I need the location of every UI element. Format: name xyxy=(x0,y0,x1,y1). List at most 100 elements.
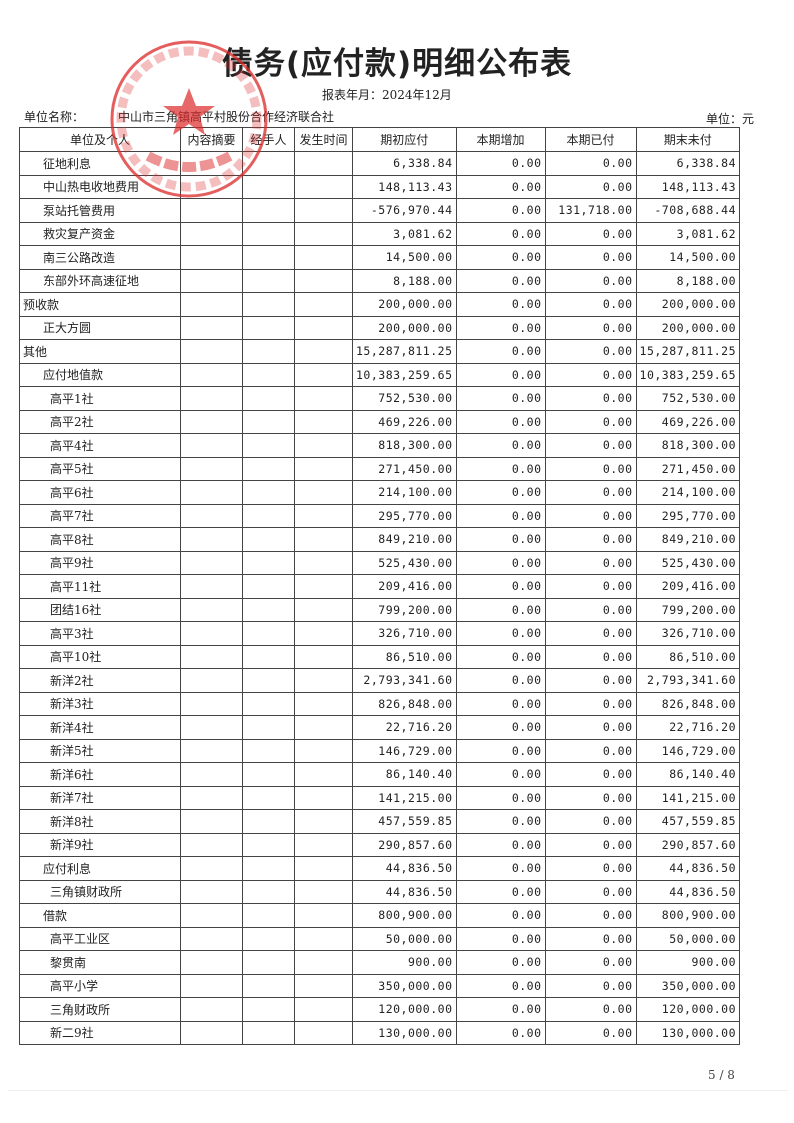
table-row: 高平1社 752,530.00 0.00 0.00 752,530.00 xyxy=(19,386,741,411)
empty-cell xyxy=(294,997,353,1022)
empty-cell xyxy=(294,503,353,528)
period-paid-cell: 0.00 xyxy=(544,1020,637,1045)
closing-unpaid-cell: 50,000.00 xyxy=(635,926,741,951)
empty-cell xyxy=(242,315,295,340)
empty-cell xyxy=(242,879,295,904)
period-increase-cell: 0.00 xyxy=(455,198,546,223)
opening-payable-cell: 10,383,259.65 xyxy=(352,362,457,387)
column-header: 本期已付 xyxy=(544,127,637,152)
empty-cell xyxy=(294,574,353,599)
closing-unpaid-cell: 290,857.60 xyxy=(635,832,741,857)
row-name: 新洋7社 xyxy=(19,785,181,810)
table-row: 黎贯南 900.00 0.00 0.00 900.00 xyxy=(19,950,741,975)
period-paid-cell: 0.00 xyxy=(544,621,637,646)
page-title: 债务(应付款)明细公布表 xyxy=(221,46,573,82)
opening-payable-cell: 295,770.00 xyxy=(352,503,457,528)
opening-payable-cell: 290,857.60 xyxy=(352,832,457,857)
row-name: 新洋4社 xyxy=(19,715,181,740)
opening-payable-cell: 14,500.00 xyxy=(352,245,457,270)
period-increase-cell: 0.00 xyxy=(455,433,546,458)
closing-unpaid-cell: 295,770.00 xyxy=(635,503,741,528)
period-paid-cell: 0.00 xyxy=(544,268,637,293)
period-paid-cell: 0.00 xyxy=(544,597,637,622)
empty-cell xyxy=(294,174,353,199)
period-increase-cell: 0.00 xyxy=(455,879,546,904)
closing-unpaid-cell: 3,081.62 xyxy=(635,221,741,246)
empty-cell xyxy=(180,621,243,646)
period-increase-cell: 0.00 xyxy=(455,832,546,857)
row-name: 新洋6社 xyxy=(19,762,181,787)
row-name: 南三公路改造 xyxy=(19,245,181,270)
empty-cell xyxy=(294,762,353,787)
period-paid-cell: 0.00 xyxy=(544,715,637,740)
period-increase-cell: 0.00 xyxy=(455,480,546,505)
empty-cell xyxy=(242,997,295,1022)
period-paid-cell: 0.00 xyxy=(544,456,637,481)
row-name: 新二9社 xyxy=(19,1020,181,1045)
empty-cell xyxy=(242,480,295,505)
table-row: 高平8社 849,210.00 0.00 0.00 849,210.00 xyxy=(19,527,741,552)
closing-unpaid-cell: 900.00 xyxy=(635,950,741,975)
opening-payable-cell: 826,848.00 xyxy=(352,691,457,716)
opening-payable-cell: 130,000.00 xyxy=(352,1020,457,1045)
row-name: 新洋8社 xyxy=(19,809,181,834)
closing-unpaid-cell: 525,430.00 xyxy=(635,550,741,575)
opening-payable-cell: 6,338.84 xyxy=(352,151,457,176)
opening-payable-cell: 50,000.00 xyxy=(352,926,457,951)
row-name: 高平10社 xyxy=(19,644,181,669)
period-increase-cell: 0.00 xyxy=(455,762,546,787)
period-increase-cell: 0.00 xyxy=(455,785,546,810)
period-paid-cell: 0.00 xyxy=(544,668,637,693)
period-increase-cell: 0.00 xyxy=(455,174,546,199)
empty-cell xyxy=(294,339,353,364)
empty-cell xyxy=(294,198,353,223)
closing-unpaid-cell: 818,300.00 xyxy=(635,433,741,458)
closing-unpaid-cell: 2,793,341.60 xyxy=(635,668,741,693)
opening-payable-cell: 44,836.50 xyxy=(352,856,457,881)
period-increase-cell: 0.00 xyxy=(455,997,546,1022)
empty-cell xyxy=(180,315,243,340)
empty-cell xyxy=(180,856,243,881)
period-paid-cell: 0.00 xyxy=(544,997,637,1022)
period-increase-cell: 0.00 xyxy=(455,151,546,176)
empty-cell xyxy=(180,832,243,857)
closing-unpaid-cell: 86,510.00 xyxy=(635,644,741,669)
empty-cell xyxy=(242,738,295,763)
column-header: 内容摘要 xyxy=(180,127,243,152)
table-row: 中山热电收地费用 148,113.43 0.00 0.00 148,113.43 xyxy=(19,174,741,199)
empty-cell xyxy=(242,268,295,293)
empty-cell xyxy=(242,386,295,411)
table-row: 新洋7社 141,215.00 0.00 0.00 141,215.00 xyxy=(19,785,741,810)
row-name: 黎贯南 xyxy=(19,950,181,975)
empty-cell xyxy=(180,456,243,481)
empty-cell xyxy=(180,292,243,317)
opening-payable-cell: 214,100.00 xyxy=(352,480,457,505)
empty-cell xyxy=(242,456,295,481)
empty-cell xyxy=(242,550,295,575)
table-row: 三角镇财政所 44,836.50 0.00 0.00 44,836.50 xyxy=(19,879,741,904)
opening-payable-cell: 8,188.00 xyxy=(352,268,457,293)
period-increase-cell: 0.00 xyxy=(455,409,546,434)
period-paid-cell: 0.00 xyxy=(544,832,637,857)
period-paid-cell: 0.00 xyxy=(544,879,637,904)
table-row: 高平11社 209,416.00 0.00 0.00 209,416.00 xyxy=(19,574,741,599)
period-increase-cell: 0.00 xyxy=(455,315,546,340)
empty-cell xyxy=(242,762,295,787)
period-paid-cell: 0.00 xyxy=(544,292,637,317)
period-increase-cell: 0.00 xyxy=(455,268,546,293)
closing-unpaid-cell: 146,729.00 xyxy=(635,738,741,763)
row-name: 征地利息 xyxy=(19,151,181,176)
empty-cell xyxy=(294,832,353,857)
period-paid-cell: 0.00 xyxy=(544,339,637,364)
column-header: 本期增加 xyxy=(455,127,546,152)
row-name: 高平1社 xyxy=(19,386,181,411)
closing-unpaid-cell: 209,416.00 xyxy=(635,574,741,599)
opening-payable-cell: 22,716.20 xyxy=(352,715,457,740)
table-row: 高平9社 525,430.00 0.00 0.00 525,430.00 xyxy=(19,550,741,575)
period-increase-cell: 0.00 xyxy=(455,809,546,834)
empty-cell xyxy=(294,315,353,340)
period-paid-cell: 0.00 xyxy=(544,174,637,199)
period-increase-cell: 0.00 xyxy=(455,456,546,481)
table-row: 应付地值款 10,383,259.65 0.00 0.00 10,383,259.65 xyxy=(19,362,741,387)
